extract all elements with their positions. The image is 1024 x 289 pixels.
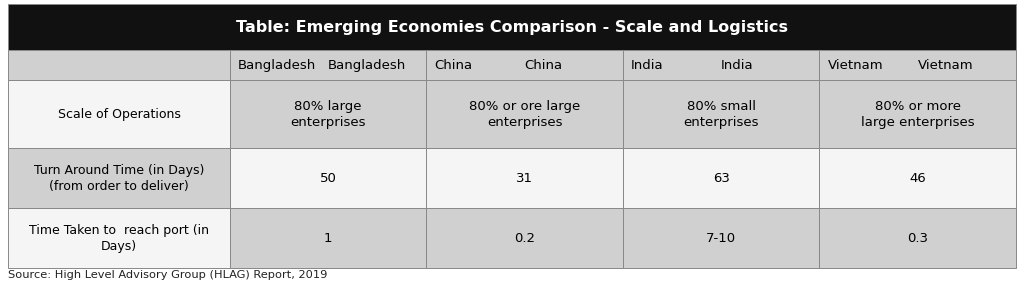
Bar: [8, 80, 229, 148]
Text: Table: Emerging Economies Comparison - Scale and Logistics: Table: Emerging Economies Comparison - S…: [236, 20, 788, 35]
Text: 80% or more
large enterprises: 80% or more large enterprises: [861, 100, 975, 129]
Bar: [819, 208, 1016, 268]
Text: Bangladesh: Bangladesh: [238, 59, 316, 72]
Bar: [623, 208, 819, 268]
Bar: [8, 208, 229, 268]
Bar: [426, 50, 623, 80]
Text: 7-10: 7-10: [706, 232, 736, 245]
Bar: [426, 208, 623, 268]
Bar: [819, 80, 1016, 148]
Text: India: India: [631, 59, 664, 72]
Text: 0.2: 0.2: [514, 232, 536, 245]
Text: Time Taken to  reach port (in
Days): Time Taken to reach port (in Days): [29, 224, 209, 253]
Text: 50: 50: [319, 172, 337, 185]
Text: India: India: [721, 59, 754, 72]
Text: Scale of Operations: Scale of Operations: [57, 108, 180, 121]
Text: 0.3: 0.3: [907, 232, 928, 245]
Text: Vietnam: Vietnam: [827, 59, 883, 72]
Bar: [426, 148, 623, 208]
Bar: [426, 80, 623, 148]
Bar: [229, 50, 426, 80]
Text: Source: High Level Advisory Group (HLAG) Report, 2019: Source: High Level Advisory Group (HLAG)…: [8, 270, 328, 280]
Text: 80% large
enterprises: 80% large enterprises: [291, 100, 366, 129]
Text: China: China: [524, 59, 563, 72]
Bar: [623, 50, 819, 80]
Text: Vietnam: Vietnam: [918, 59, 973, 72]
Text: 31: 31: [516, 172, 534, 185]
Bar: [8, 50, 229, 80]
Text: 80% small
enterprises: 80% small enterprises: [683, 100, 759, 129]
Bar: [229, 208, 426, 268]
Text: Turn Around Time (in Days)
(from order to deliver): Turn Around Time (in Days) (from order t…: [34, 164, 204, 193]
Bar: [819, 50, 1016, 80]
Text: 80% or ore large
enterprises: 80% or ore large enterprises: [469, 100, 581, 129]
Text: China: China: [434, 59, 473, 72]
Text: Bangladesh: Bangladesh: [328, 59, 407, 72]
Text: 1: 1: [324, 232, 333, 245]
Bar: [623, 80, 819, 148]
Bar: [229, 80, 426, 148]
Text: 63: 63: [713, 172, 729, 185]
Text: 46: 46: [909, 172, 926, 185]
Bar: [8, 4, 1016, 50]
Bar: [623, 148, 819, 208]
Bar: [819, 148, 1016, 208]
Bar: [229, 148, 426, 208]
Bar: [8, 148, 229, 208]
